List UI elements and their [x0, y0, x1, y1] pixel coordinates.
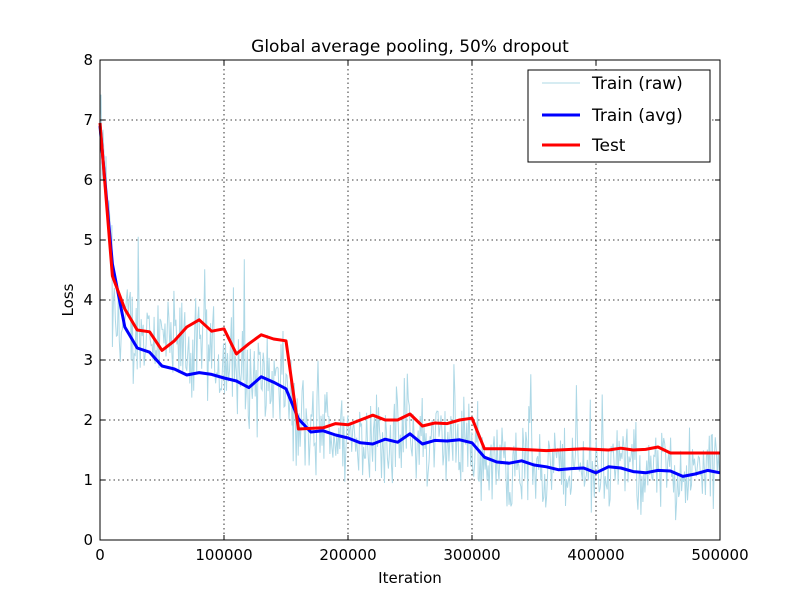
y-tick-label-4: 4 — [83, 291, 93, 309]
x-tick-label-2: 200000 — [319, 546, 376, 564]
y-axis-label: Loss — [59, 283, 77, 316]
grid-layer — [100, 60, 720, 540]
ticks-layer: 0 100000 200000 300000 400000 500000 0 1 2 3 4 5 6 7 8 — [83, 51, 748, 564]
chart-title: Global average pooling, 50% dropout — [251, 37, 569, 57]
y-tick-label-1: 1 — [83, 471, 93, 489]
series-line-test — [98, 122, 720, 455]
y-tick-label-2: 2 — [83, 411, 93, 429]
legend: Train (raw) Train (avg) Test — [527, 69, 711, 163]
series-lines-layer — [98, 122, 721, 478]
series-line-train-raw — [99, 94, 720, 521]
legend-label-train-raw: Train (raw) — [591, 74, 683, 94]
x-axis-label: Iteration — [378, 569, 442, 587]
legend-label-test: Test — [591, 136, 626, 156]
x-tick-label-0: 0 — [95, 546, 105, 564]
y-tick-label-3: 3 — [83, 351, 93, 369]
y-tick-label-6: 6 — [83, 171, 93, 189]
y-tick-label-0: 0 — [83, 531, 93, 549]
y-tick-label-7: 7 — [83, 111, 93, 129]
y-tick-label-8: 8 — [83, 51, 93, 69]
series-line-train-avg — [98, 125, 721, 478]
x-tick-label-4: 400000 — [567, 546, 624, 564]
x-tick-label-5: 500000 — [691, 546, 748, 564]
legend-label-train-avg: Train (avg) — [591, 106, 683, 126]
train-raw-layer — [99, 94, 720, 521]
y-tick-label-5: 5 — [83, 231, 93, 249]
x-tick-label-1: 100000 — [195, 546, 252, 564]
x-tick-label-3: 300000 — [443, 546, 500, 564]
